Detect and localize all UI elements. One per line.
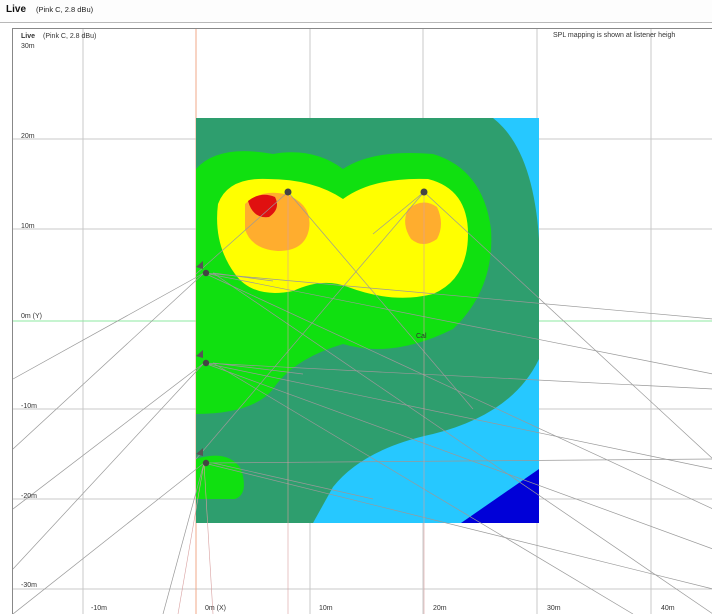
spl-zone-blue	[461, 469, 539, 523]
plot-subtitle: (Pink C, 2.8 dBu)	[43, 33, 97, 40]
y-tick-label: 30m	[21, 43, 35, 50]
x-tick-label: 20m	[433, 605, 447, 612]
y-tick-label: -20m	[21, 493, 37, 500]
y-tick-label: -30m	[21, 582, 37, 589]
delay-lines	[177, 192, 425, 614]
speaker-icon[interactable]	[420, 188, 428, 196]
spl-note: SPL mapping is shown at listener heigh	[553, 32, 676, 39]
x-tick-label: 10m	[319, 605, 333, 612]
cal-label: Cal	[416, 333, 427, 340]
window-title-bar: Live (Pink C, 2.8 dBu)	[0, 0, 712, 23]
spl-zone-red	[248, 194, 277, 218]
speakers[interactable]	[196, 188, 428, 467]
spl-map-canvas[interactable]	[13, 29, 712, 614]
window-subtitle: (Pink C, 2.8 dBu)	[36, 5, 94, 14]
x-tick-label: 0m (X)	[205, 605, 226, 612]
spl-heat-map	[196, 118, 539, 523]
plot-title: Live	[21, 33, 36, 40]
speaker-icon[interactable]	[284, 188, 292, 196]
x-tick-label: -10m	[91, 605, 107, 612]
y-tick-label: 10m	[21, 223, 35, 230]
speaker-icon[interactable]	[196, 350, 210, 367]
speaker-icon[interactable]	[196, 448, 210, 467]
speaker-icon[interactable]	[196, 261, 210, 277]
spl-zone-green-lower	[196, 455, 244, 499]
x-tick-label: 40m	[661, 605, 675, 612]
y-tick-label: 0m (Y)	[21, 313, 42, 320]
coverage-lines	[13, 191, 712, 614]
spl-map-plot[interactable]: Live (Pink C, 2.8 dBu) SPL mapping is sh…	[12, 28, 712, 614]
y-tick-label: 20m	[21, 133, 35, 140]
y-tick-label: -10m	[21, 403, 37, 410]
spl-zone-orange-right	[405, 202, 441, 244]
x-tick-label: 30m	[547, 605, 561, 612]
window-title: Live	[6, 4, 27, 15]
